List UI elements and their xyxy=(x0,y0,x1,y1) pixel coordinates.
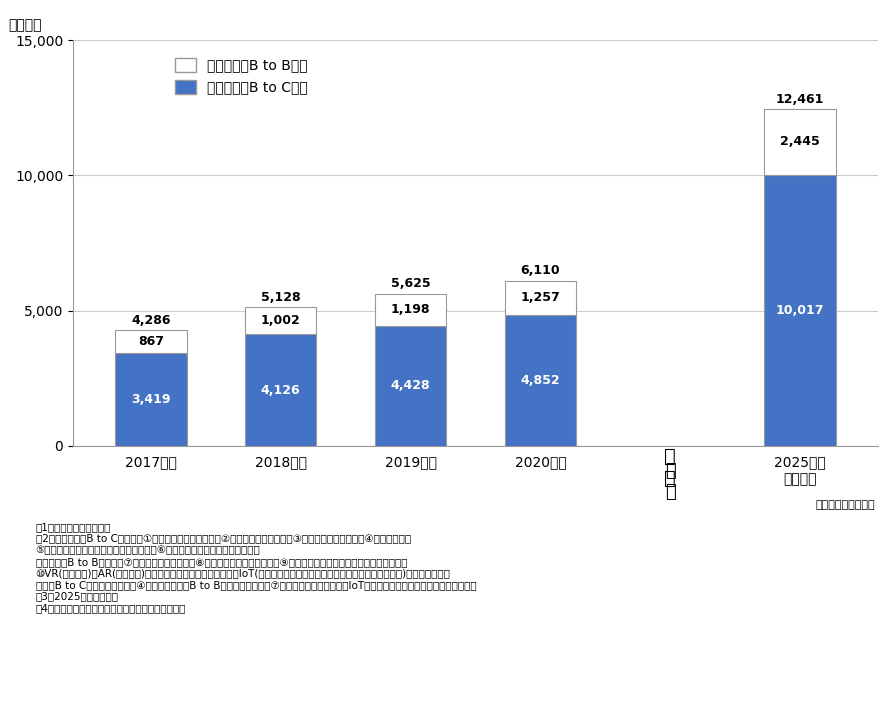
Bar xyxy=(375,294,446,326)
Bar xyxy=(505,281,576,315)
Text: （億円）: （億円） xyxy=(9,18,42,32)
Bar xyxy=(115,353,187,446)
Bar xyxy=(115,330,187,353)
Text: 12,461: 12,461 xyxy=(776,93,824,106)
Legend: 事業者向けB to B領域, 消費者向けB to C領域: 事業者向けB to B領域, 消費者向けB to C領域 xyxy=(170,52,313,100)
Text: 注1：事業者売上高ベース
注2：消費者向けB to C領域には①物件探し等のメディア、②マッチングサービス、③設計・施工サービス、④住宅ローン、
⑤クラウドファ: 注1：事業者売上高ベース 注2：消費者向けB to C領域には①物件探し等のメデ… xyxy=(36,522,476,613)
Text: 4,428: 4,428 xyxy=(391,379,430,392)
Text: 1,198: 1,198 xyxy=(391,303,430,316)
Text: 4,852: 4,852 xyxy=(521,374,560,386)
Text: 10,017: 10,017 xyxy=(776,304,824,317)
Bar xyxy=(764,175,836,446)
Text: 矢野経済研究所調べ: 矢野経済研究所調べ xyxy=(815,500,875,510)
Text: 6,110: 6,110 xyxy=(521,265,560,278)
Bar xyxy=(375,326,446,446)
Text: 1,002: 1,002 xyxy=(261,314,301,327)
Text: 4,286: 4,286 xyxy=(131,314,171,327)
Text: ）
）: ） ） xyxy=(665,462,676,501)
Bar xyxy=(505,315,576,446)
Text: ）
）: ） ） xyxy=(664,447,676,488)
Text: 3,419: 3,419 xyxy=(131,393,171,406)
Text: 1,257: 1,257 xyxy=(521,291,560,304)
Text: 2,445: 2,445 xyxy=(780,136,820,149)
Bar xyxy=(245,307,316,334)
Text: 5,625: 5,625 xyxy=(391,278,430,291)
Text: 4,126: 4,126 xyxy=(261,384,301,397)
Bar xyxy=(245,334,316,446)
Text: 867: 867 xyxy=(138,335,164,348)
Bar xyxy=(764,109,836,175)
Text: 5,128: 5,128 xyxy=(261,291,301,304)
